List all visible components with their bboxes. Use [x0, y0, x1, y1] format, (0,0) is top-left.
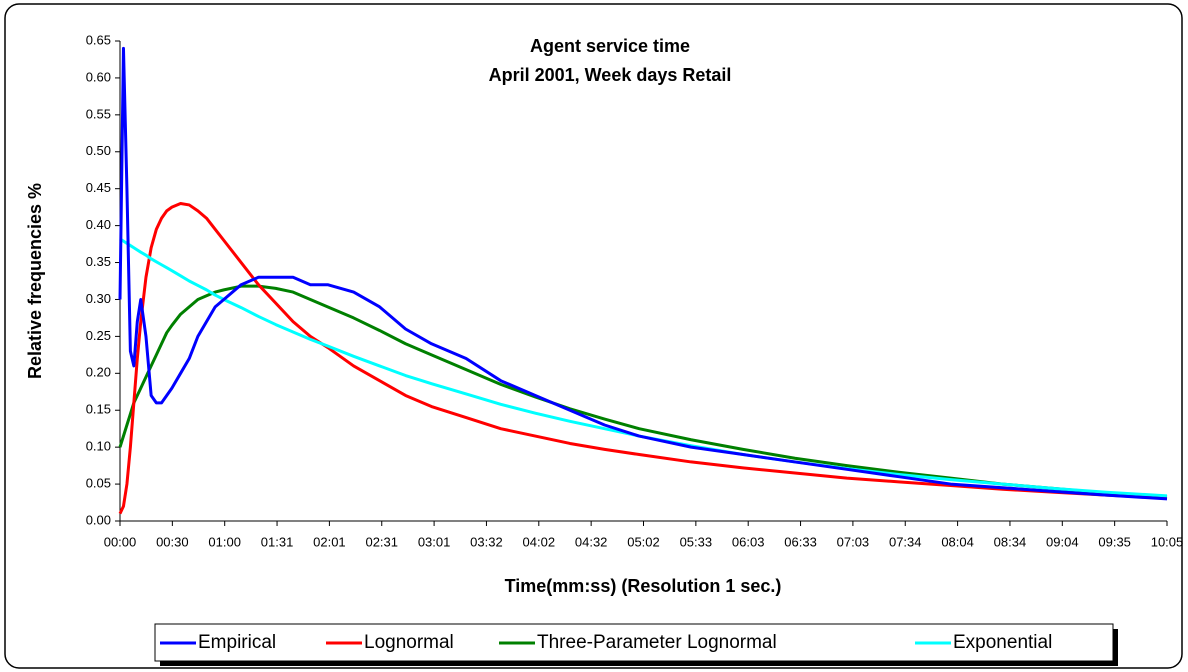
- chart-title: Agent service time: [530, 36, 690, 56]
- x-tick-label: 01:31: [261, 534, 294, 549]
- chart-subtitle: April 2001, Week days Retail: [489, 65, 732, 85]
- x-tick-label: 10:05: [1151, 534, 1184, 549]
- legend-label: Empirical: [198, 632, 276, 653]
- chart-frame: [4, 3, 1183, 669]
- x-tick-label: 03:32: [470, 534, 503, 549]
- x-tick-label: 03:01: [418, 534, 451, 549]
- x-tick-label: 02:31: [365, 534, 398, 549]
- x-tick-label: 08:04: [941, 534, 974, 549]
- y-tick-label: 0.10: [86, 439, 111, 454]
- legend-label: Exponential: [953, 632, 1052, 653]
- x-tick-label: 09:04: [1046, 534, 1079, 549]
- x-tick-label: 06:33: [784, 534, 817, 549]
- y-tick-label: 0.00: [86, 512, 111, 527]
- y-tick-label: 0.05: [86, 476, 111, 491]
- legend-label: Lognormal: [364, 632, 454, 653]
- series-line: [118, 284, 1168, 499]
- x-tick-label: 07:03: [837, 534, 870, 549]
- y-tick-label: 0.30: [86, 291, 111, 306]
- y-tick-label: 0.20: [86, 365, 111, 380]
- y-tick-label: 0.45: [86, 180, 111, 195]
- y-tick-label: 0.35: [86, 254, 111, 269]
- y-tick-label: 0.60: [86, 69, 111, 84]
- legend: [154, 623, 1114, 662]
- y-tick-label: 0.65: [86, 32, 111, 47]
- x-tick-label: 05:02: [627, 534, 660, 549]
- y-axis-label: Relative frequencies %: [25, 183, 45, 379]
- x-tick-label: 09:35: [1098, 534, 1131, 549]
- series-line: [118, 201, 1168, 515]
- x-tick-label: 04:02: [523, 534, 556, 549]
- x-tick-label: 07:34: [889, 534, 922, 549]
- x-tick-label: 00:00: [104, 534, 137, 549]
- x-axis-label: Time(mm:ss) (Resolution 1 sec.): [505, 576, 782, 596]
- legend-label: Three-Parameter Lognormal: [537, 632, 777, 653]
- y-tick-label: 0.50: [86, 143, 111, 158]
- x-tick-label: 05:33: [680, 534, 713, 549]
- x-tick-label: 06:03: [732, 534, 765, 549]
- x-tick-label: 00:30: [156, 534, 189, 549]
- series-line: [118, 46, 1168, 501]
- y-tick-label: 0.15: [86, 402, 111, 417]
- x-tick-label: 02:01: [313, 534, 346, 549]
- y-tick-label: 0.25: [86, 328, 111, 343]
- x-tick-label: 01:00: [208, 534, 241, 549]
- x-tick-label: 04:32: [575, 534, 608, 549]
- y-tick-label: 0.40: [86, 217, 111, 232]
- y-tick-label: 0.55: [86, 106, 111, 121]
- x-tick-label: 08:34: [994, 534, 1027, 549]
